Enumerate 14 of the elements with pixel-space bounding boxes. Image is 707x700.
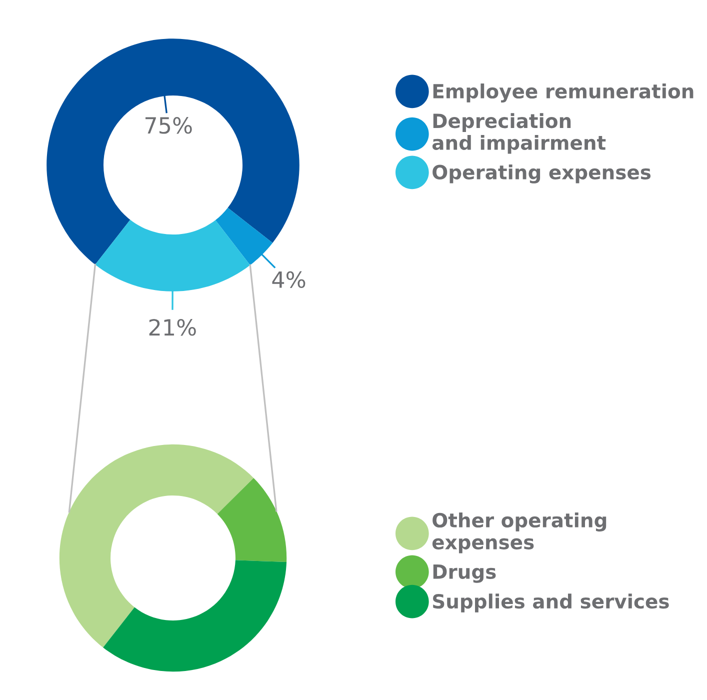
donut-slice (46, 38, 300, 265)
legend-label: Other operating expenses (432, 512, 606, 554)
legend-label: Operating expenses (432, 164, 651, 184)
data-label: 21% (149, 318, 196, 336)
donut-slice (215, 208, 273, 266)
donut-slice (59, 444, 254, 648)
legend-label: Employee remuneration (433, 84, 694, 102)
data-label: 75% (146, 117, 192, 134)
donut-slice (217, 478, 287, 562)
legend-label: Drugs (433, 564, 496, 583)
donut-slice (103, 560, 287, 672)
data-label: 4% (272, 271, 306, 288)
legend-label: Depreciation and impairment (432, 113, 606, 154)
legend-label: Supplies and services (433, 594, 669, 612)
